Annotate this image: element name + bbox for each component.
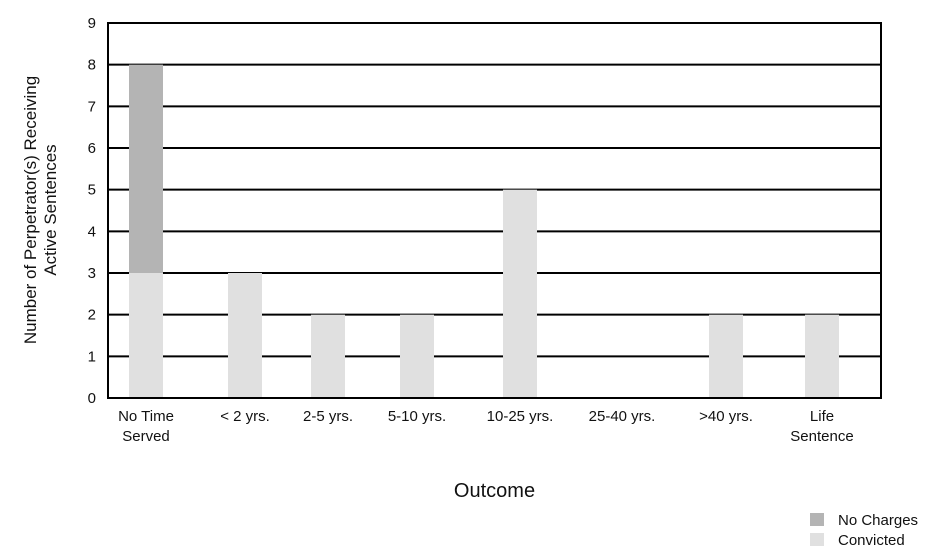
y-tick-label: 2 <box>88 307 96 324</box>
y-tick-label: 1 <box>88 348 96 365</box>
x-tick-label: 2-5 yrs. <box>303 408 353 425</box>
legend-swatch <box>810 533 824 546</box>
y-axis-title-text: Number of Perpetrator(s) ReceivingActive… <box>21 76 60 344</box>
y-axis-title-line: Number of Perpetrator(s) Receiving <box>21 76 40 344</box>
bars <box>129 64 839 398</box>
bar-convicted <box>805 314 839 398</box>
x-tick-label-line: 5-10 yrs. <box>388 408 446 425</box>
gridlines <box>108 63 881 358</box>
x-tick-label: No Time Served <box>118 408 174 445</box>
bar-convicted <box>311 314 345 398</box>
x-tick-label: Life Sentence <box>790 408 853 445</box>
y-tick-label: 0 <box>88 390 96 407</box>
y-tick-labels: 0 1 2 3 4 5 6 7 8 9 <box>88 15 96 407</box>
x-tick-label-line: 10-25 yrs. <box>487 408 554 425</box>
plot-frame <box>107 22 882 399</box>
x-tick-label: 25-40 yrs. <box>589 408 656 425</box>
y-axis-title-line: Active Sentences <box>41 144 60 275</box>
y-axis-title: Number of Perpetrator(s) ReceivingActive… <box>21 76 60 344</box>
bar-convicted <box>503 189 537 398</box>
legend-swatch <box>810 513 824 526</box>
bar-convicted <box>228 273 262 398</box>
x-tick-label-line: < 2 yrs. <box>220 408 270 425</box>
y-tick-label: 3 <box>88 265 96 282</box>
y-tick-label: 7 <box>88 98 96 115</box>
legend: No Charges Convicted <box>810 512 918 549</box>
legend-label: Convicted <box>838 532 905 549</box>
x-tick-label-line: Life <box>810 408 834 425</box>
x-tick-label: < 2 yrs. <box>220 408 270 425</box>
bar-convicted <box>400 314 434 398</box>
bar-convicted <box>709 314 743 398</box>
y-tick-label: 6 <box>88 140 96 157</box>
x-tick-label-line: Sentence <box>790 428 853 445</box>
bar-no-charges <box>129 64 163 274</box>
x-tick-labels: No Time Served < 2 yrs. 2-5 yrs. 5-10 yrs. 10… <box>118 408 854 445</box>
y-tick-label: 4 <box>88 223 96 240</box>
y-tick-label: 8 <box>88 57 96 74</box>
y-tick-label: 9 <box>88 15 96 32</box>
y-tick-label: 5 <box>88 182 96 199</box>
x-tick-label-line: No Time <box>118 408 174 425</box>
x-tick-label: >40 yrs. <box>699 408 753 425</box>
x-tick-label-line: 2-5 yrs. <box>303 408 353 425</box>
x-tick-label: 5-10 yrs. <box>388 408 446 425</box>
x-axis-title: Outcome <box>454 480 535 502</box>
bar-convicted <box>129 273 163 398</box>
legend-label: No Charges <box>838 512 918 529</box>
x-tick-label-line: Served <box>122 428 170 445</box>
x-tick-label: 10-25 yrs. <box>487 408 554 425</box>
x-tick-label-line: 25-40 yrs. <box>589 408 656 425</box>
x-tick-label-line: >40 yrs. <box>699 408 753 425</box>
